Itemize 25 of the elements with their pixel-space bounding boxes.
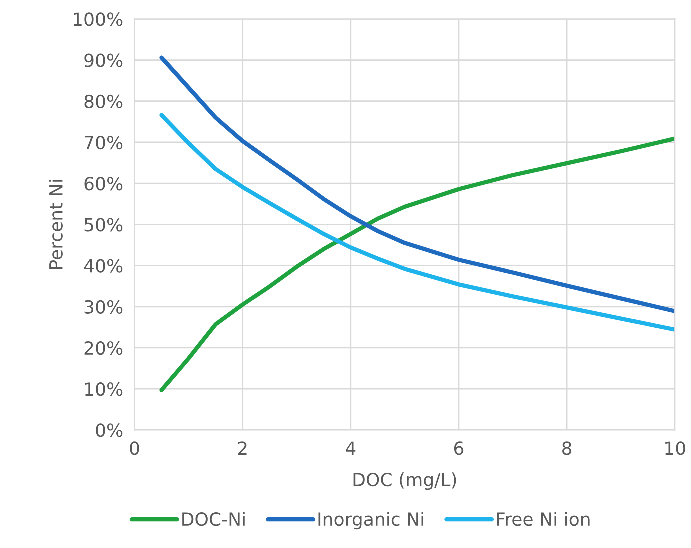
y-tick-label: 50%	[84, 218, 123, 232]
x-tick-label: 0	[130, 442, 140, 456]
x-tick-label: 8	[562, 442, 572, 456]
y-tick-label: 60%	[84, 177, 123, 191]
x-tick-label: 10	[666, 442, 686, 456]
x-tick-label: 2	[238, 442, 247, 456]
x-tick-label: 6	[454, 442, 464, 456]
line-series	[160, 56, 676, 314]
y-tick-label: 20%	[84, 341, 123, 356]
x-axis-title: DOC (mg/L)	[354, 472, 456, 490]
y-tick-label: 10%	[85, 382, 123, 396]
y-axis-title: Percent Ni	[48, 180, 63, 269]
line-series	[160, 113, 676, 332]
line-series	[160, 136, 676, 392]
y-tick-label: 30%	[84, 300, 123, 314]
y-tick-label: 80%	[84, 94, 123, 108]
legend-label: Free Ni ion	[497, 512, 590, 526]
legend-label: DOC-Ni	[182, 512, 245, 526]
y-tick-label: 90%	[84, 54, 123, 68]
legend-label: Inorganic Ni	[318, 512, 424, 530]
y-tick-label: 70%	[84, 136, 123, 150]
x-tick-label: 4	[346, 442, 356, 456]
y-tick-label: 40%	[84, 259, 123, 273]
y-tick-label: 100%	[74, 12, 123, 26]
y-tick-label: 0%	[96, 424, 123, 438]
